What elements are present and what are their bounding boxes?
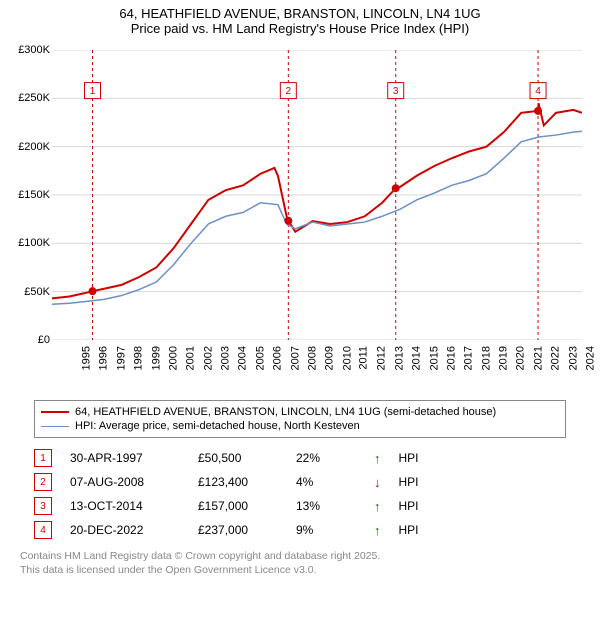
x-tick-label: 2011 (358, 346, 370, 370)
event-pct: 22% (296, 451, 356, 465)
x-tick-label: 2022 (550, 346, 562, 370)
event-marker-box: 4 (34, 521, 52, 539)
x-tick-label: 1998 (133, 346, 145, 370)
event-arrow-icon: ↑ (374, 499, 381, 514)
event-price: £123,400 (198, 475, 278, 489)
footer-line2: This data is licensed under the Open Gov… (20, 564, 580, 578)
plot-svg: 1 2 3 4 (52, 50, 582, 340)
chart-area: £0 £50K £100K £150K £200K £250K £300K 1 2 3 4 199… (10, 40, 590, 400)
chart-container: 64, HEATHFIELD AVENUE, BRANSTON, LINCOLN… (0, 0, 600, 620)
event-date: 07-AUG-2008 (70, 475, 180, 489)
footer: Contains HM Land Registry data © Crown c… (20, 550, 580, 577)
event-tag: HPI (399, 523, 419, 537)
y-tick-label: £150K (10, 189, 50, 201)
x-tick-label: 2020 (515, 346, 527, 370)
x-tick-label: 2016 (445, 346, 457, 370)
legend-item: 64, HEATHFIELD AVENUE, BRANSTON, LINCOLN… (41, 405, 559, 419)
event-date: 30-APR-1997 (70, 451, 180, 465)
svg-text:2: 2 (286, 86, 292, 97)
svg-text:4: 4 (535, 86, 541, 97)
y-tick-label: £0 (10, 334, 50, 346)
x-tick-label: 2005 (254, 346, 266, 370)
svg-text:3: 3 (393, 86, 399, 97)
x-tick-label: 2021 (532, 346, 544, 370)
x-tick-label: 2024 (584, 346, 596, 370)
event-tag: HPI (399, 451, 419, 465)
event-row: 4 20-DEC-2022 £237,000 9% ↑ HPI (34, 518, 566, 542)
y-tick-label: £50K (10, 286, 50, 298)
event-pct: 9% (296, 523, 356, 537)
y-tick-label: £200K (10, 141, 50, 153)
x-tick-label: 1999 (150, 346, 162, 370)
footer-line1: Contains HM Land Registry data © Crown c… (20, 550, 580, 564)
legend-swatch (41, 411, 69, 413)
event-price: £237,000 (198, 523, 278, 537)
event-price: £157,000 (198, 499, 278, 513)
event-row: 2 07-AUG-2008 £123,400 4% ↓ HPI (34, 470, 566, 494)
x-tick-label: 2008 (306, 346, 318, 370)
x-tick-label: 2010 (341, 346, 353, 370)
event-marker-box: 2 (34, 473, 52, 491)
y-tick-label: £300K (10, 44, 50, 56)
legend-label: HPI: Average price, semi-detached house,… (75, 420, 360, 432)
legend: 64, HEATHFIELD AVENUE, BRANSTON, LINCOLN… (34, 400, 566, 438)
event-tag: HPI (399, 499, 419, 513)
event-row: 1 30-APR-1997 £50,500 22% ↑ HPI (34, 446, 566, 470)
events-table: 1 30-APR-1997 £50,500 22% ↑ HPI 2 07-AUG-2008 £1… (34, 446, 566, 542)
x-tick-label: 2012 (376, 346, 388, 370)
x-tick-label: 2004 (237, 346, 249, 370)
x-tick-label: 2000 (167, 346, 179, 370)
event-price: £50,500 (198, 451, 278, 465)
legend-swatch (41, 426, 69, 427)
event-pct: 13% (296, 499, 356, 513)
x-tick-label: 2017 (463, 346, 475, 370)
x-tick-label: 2014 (411, 346, 423, 370)
x-tick-label: 2023 (567, 346, 579, 370)
x-tick-label: 2015 (428, 346, 440, 370)
plot-area: 1 2 3 4 (52, 50, 582, 340)
event-arrow-icon: ↑ (374, 451, 381, 466)
x-tick-label: 2007 (289, 346, 301, 370)
event-marker-box: 3 (34, 497, 52, 515)
x-tick-label: 2019 (498, 346, 510, 370)
event-arrow-icon: ↑ (374, 523, 381, 538)
svg-text:1: 1 (90, 86, 96, 97)
x-tick-label: 2002 (202, 346, 214, 370)
x-tick-label: 2001 (185, 346, 197, 370)
x-tick-label: 1997 (115, 346, 127, 370)
event-pct: 4% (296, 475, 356, 489)
y-tick-label: £100K (10, 237, 50, 249)
legend-label: 64, HEATHFIELD AVENUE, BRANSTON, LINCOLN… (75, 406, 496, 418)
x-tick-label: 2009 (324, 346, 336, 370)
event-row: 3 13-OCT-2014 £157,000 13% ↑ HPI (34, 494, 566, 518)
event-tag: HPI (399, 475, 419, 489)
y-tick-label: £250K (10, 92, 50, 104)
event-date: 20-DEC-2022 (70, 523, 180, 537)
x-tick-label: 1996 (98, 346, 110, 370)
x-tick-label: 2003 (220, 346, 232, 370)
x-tick-label: 2006 (272, 346, 284, 370)
event-arrow-icon: ↓ (374, 475, 381, 490)
x-tick-label: 2018 (480, 346, 492, 370)
legend-item: HPI: Average price, semi-detached house,… (41, 419, 559, 433)
x-tick-label: 1995 (80, 346, 92, 370)
title-line1: 64, HEATHFIELD AVENUE, BRANSTON, LINCOLN… (10, 6, 590, 21)
event-date: 13-OCT-2014 (70, 499, 180, 513)
title-line2: Price paid vs. HM Land Registry's House … (10, 21, 590, 36)
event-marker-box: 1 (34, 449, 52, 467)
x-tick-label: 2013 (393, 346, 405, 370)
title-block: 64, HEATHFIELD AVENUE, BRANSTON, LINCOLN… (0, 0, 600, 38)
